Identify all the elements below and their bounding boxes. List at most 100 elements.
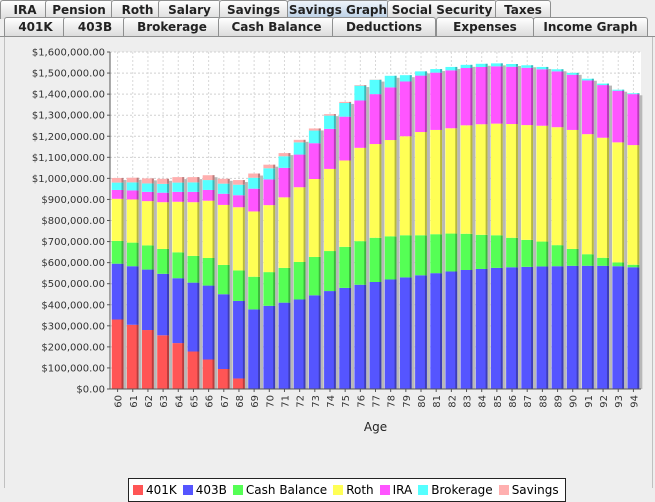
- bar-segment-shade: [288, 168, 290, 197]
- bar-brokerage-age-63: [157, 184, 169, 193]
- bar-segment-shade: [546, 69, 548, 125]
- legend-item-403b: 403B: [183, 483, 227, 497]
- bar-segment-shade: [228, 184, 230, 194]
- bar-segment-shade: [349, 102, 351, 103]
- bar-segment-shade: [637, 265, 639, 268]
- bar-segment-shade: [470, 68, 472, 125]
- tab-income-graph[interactable]: Income Graph: [533, 17, 648, 36]
- savings-graph-panel: $0.00$100,000.00$200,000.00$300,000.00$4…: [4, 37, 653, 488]
- bar-segment-shade: [197, 177, 199, 182]
- x-tick-label: 93: [614, 395, 625, 408]
- bar-cash-balance-age-87: [521, 240, 533, 267]
- bar-segment-shade: [440, 69, 442, 73]
- x-tick-label: 68: [235, 395, 246, 408]
- bar-savings-age-61: [127, 178, 139, 183]
- tab-cash-balance[interactable]: Cash Balance: [218, 17, 335, 36]
- bar-segment-shade: [197, 192, 199, 202]
- tab-brokerage[interactable]: Brokerage: [123, 17, 221, 36]
- bar-segment-shade: [152, 178, 154, 183]
- x-tick-label: 76: [356, 395, 367, 408]
- bar-ira-age-89: [552, 71, 564, 127]
- bar-shadow: [199, 179, 202, 389]
- x-tick-label: 83: [463, 395, 474, 408]
- bar-segment-shade: [561, 127, 563, 245]
- bar-savings-age-68: [233, 180, 245, 185]
- tab-deductions[interactable]: Deductions: [332, 17, 436, 36]
- bar-segment-shade: [607, 84, 609, 85]
- bar-segment-shade: [516, 64, 518, 67]
- bar-segment-shade: [122, 264, 124, 320]
- tab-403b[interactable]: 403B: [63, 17, 127, 36]
- bar-brokerage-age-60: [112, 183, 124, 190]
- x-tick-label: 91: [584, 395, 595, 408]
- bar-401k-age-63: [157, 335, 169, 389]
- y-tick-label: $900,000.00: [41, 195, 105, 206]
- bar-brokerage-age-67: [218, 184, 230, 194]
- bar-403b-age-61: [127, 266, 139, 325]
- bar-segment-shade: [319, 257, 321, 295]
- bar-segment-shade: [122, 241, 124, 264]
- bar-segment-shade: [213, 360, 215, 389]
- bar-roth-age-84: [476, 124, 488, 235]
- tab-expenses[interactable]: Expenses: [436, 17, 534, 36]
- bar-ira-age-61: [127, 190, 139, 199]
- bar-brokerage-age-82: [445, 67, 457, 70]
- bar-shadow: [609, 86, 612, 389]
- bar-segment-shade: [334, 251, 336, 291]
- bar-brokerage-age-70: [263, 168, 275, 179]
- bar-roth-age-70: [263, 205, 275, 272]
- bar-cash-balance-age-73: [309, 257, 321, 295]
- bar-ira-age-91: [582, 80, 594, 134]
- bar-403b-age-88: [536, 266, 548, 389]
- bar-roth-age-92: [597, 138, 609, 258]
- legend-label: IRA: [393, 483, 413, 497]
- bar-segment-shade: [273, 272, 275, 306]
- x-tick-label: 86: [508, 395, 519, 408]
- bar-segment-shade: [379, 94, 381, 144]
- bar-segment-shade: [607, 258, 609, 266]
- legend-item-401k: 401K: [133, 483, 177, 497]
- bar-cash-balance-age-74: [324, 251, 336, 291]
- bar-roth-age-66: [203, 201, 215, 258]
- bar-segment-shade: [455, 70, 457, 128]
- bar-segment-shade: [273, 165, 275, 169]
- bar-403b-age-83: [461, 270, 473, 389]
- x-tick-label: 85: [493, 395, 504, 408]
- bar-ira-age-76: [354, 100, 366, 147]
- x-tick-label: 67: [220, 395, 231, 408]
- bar-segment-shade: [228, 194, 230, 205]
- bar-segment-shade: [152, 183, 154, 191]
- bar-cash-balance-age-88: [536, 242, 548, 267]
- bar-shadow: [245, 182, 248, 389]
- bar-segment-shade: [273, 168, 275, 179]
- bar-segment-shade: [592, 254, 594, 266]
- bar-segment-shade: [470, 65, 472, 68]
- bar-segment-shade: [622, 90, 624, 91]
- bar-segment-shade: [258, 189, 260, 212]
- bar-segment-shade: [501, 235, 503, 268]
- bar-segment-shade: [592, 266, 594, 389]
- bar-savings-age-67: [218, 179, 230, 184]
- bar-segment-shade: [501, 124, 503, 236]
- bar-cash-balance-age-77: [370, 238, 382, 282]
- bar-shadow: [442, 71, 445, 389]
- bar-segment-shade: [364, 148, 366, 241]
- bar-cash-balance-age-86: [506, 238, 518, 267]
- bar-segment-shade: [516, 124, 518, 238]
- bar-403b-age-89: [552, 266, 564, 389]
- x-tick-label: 65: [189, 395, 200, 408]
- bar-ira-age-85: [491, 66, 503, 123]
- bar-segment-shade: [304, 140, 306, 143]
- bar-savings-age-64: [172, 177, 184, 182]
- y-tick-label: $1,300,000.00: [32, 111, 105, 122]
- tab-401k[interactable]: 401K: [4, 17, 67, 36]
- bar-segment-shade: [425, 132, 427, 235]
- x-tick-label: 79: [402, 395, 413, 408]
- bar-segment-shade: [516, 267, 518, 389]
- bar-segment-shade: [304, 187, 306, 262]
- bar-segment-shade: [349, 117, 351, 161]
- x-tick-label: 72: [296, 395, 307, 408]
- bar-segment-shade: [577, 130, 579, 249]
- bar-segment-shade: [561, 266, 563, 389]
- bar-segment-shade: [395, 87, 397, 140]
